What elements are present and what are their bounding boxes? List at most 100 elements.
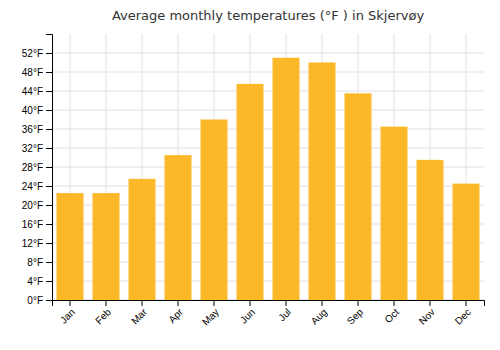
x-axis-line (53, 301, 485, 307)
title: Average monthly temperatures (°F ) in Sk… (112, 8, 425, 23)
y-tick-mark (46, 129, 52, 130)
y-tick-label: 24°F (22, 181, 43, 192)
x-tick: Dec (453, 300, 473, 327)
y-tick: 24°F (22, 181, 52, 192)
bar (309, 63, 336, 301)
y-tick-label: 20°F (22, 200, 43, 211)
y-tick-label: 0°F (27, 295, 43, 306)
x-tick-mark (322, 300, 323, 306)
bar (417, 160, 444, 300)
x-tick: Apr (166, 300, 185, 325)
x-tick-mark (142, 300, 143, 306)
y-tick-mark (46, 243, 52, 244)
x-axis: Jan Feb Mar Apr May Jun Jul Aug Sep Oct Nov Dec (53, 300, 485, 328)
x-tick-mark (394, 300, 395, 306)
y-tick-label: 52°F (22, 48, 43, 59)
y-tick-label: 4°F (27, 276, 43, 287)
x-tick: Jul (276, 300, 293, 323)
y-tick-mark (46, 300, 52, 301)
y-tick-mark (46, 72, 52, 73)
bar (453, 184, 480, 300)
y-tick: 8°F (27, 257, 52, 268)
bar (237, 84, 264, 300)
bar (273, 58, 300, 300)
bar (93, 193, 120, 300)
y-tick: 52°F (22, 48, 52, 59)
x-tick-mark (286, 300, 287, 306)
y-grid-line (52, 148, 484, 149)
y-grid-line (52, 110, 484, 111)
y-tick-label: 40°F (22, 105, 43, 116)
x-tick-mark (466, 300, 467, 306)
x-tick: Nov (417, 300, 437, 327)
y-tick-label: 44°F (22, 86, 43, 97)
y-tick: 4°F (27, 276, 52, 287)
x-tick-label: Feb (93, 306, 113, 326)
y-grid-line (52, 72, 484, 73)
x-tick: Oct (382, 300, 401, 325)
y-tick: 32°F (22, 143, 52, 154)
y-grid-line (52, 91, 484, 92)
y-axis-line (46, 35, 53, 301)
y-tick-mark (46, 262, 52, 263)
y-tick: 28°F (22, 162, 52, 173)
y-tick: 48°F (22, 67, 52, 78)
x-tick-mark (106, 300, 107, 306)
chart: 0°F 4°F 8°F 12°F 16°F 20°F 24°F 28°F 32°F 36°F 40°… (0, 0, 500, 350)
x-tick-label: May (200, 306, 221, 327)
y-tick: 12°F (22, 238, 52, 249)
y-tick: 40°F (22, 105, 52, 116)
y-tick-mark (46, 281, 52, 282)
y-grid-line (52, 53, 484, 54)
bar (381, 127, 408, 300)
x-tick-label: Apr (166, 306, 185, 325)
y-tick-label: 8°F (27, 257, 43, 268)
x-tick: Mar (129, 300, 149, 326)
bar (57, 193, 84, 300)
bar (165, 155, 192, 300)
x-tick: Jan (58, 300, 77, 326)
y-tick-mark (46, 53, 52, 54)
x-tick-label: Dec (453, 306, 473, 326)
y-tick-label: 12°F (22, 238, 43, 249)
x-tick-label: Jul (276, 306, 293, 323)
x-tick: Feb (93, 300, 113, 326)
grid (52, 34, 484, 300)
bar (201, 120, 228, 301)
y-tick-mark (46, 148, 52, 149)
y-tick-label: 16°F (22, 219, 43, 230)
y-tick: 44°F (22, 86, 52, 97)
y-tick: 0°F (27, 295, 52, 306)
x-tick-label: Sep (345, 306, 366, 327)
y-tick: 36°F (22, 124, 52, 135)
y-tick-mark (46, 91, 52, 92)
y-tick-mark (46, 186, 52, 187)
x-tick-label: Nov (417, 306, 437, 326)
x-tick-mark (178, 300, 179, 306)
y-tick-label: 36°F (22, 124, 43, 135)
y-tick-label: 32°F (22, 143, 43, 154)
y-tick-mark (46, 110, 52, 111)
x-tick-mark (358, 300, 359, 306)
x-tick: May (200, 300, 221, 328)
y-tick-label: 48°F (22, 67, 43, 78)
y-axis: 0°F 4°F 8°F 12°F 16°F 20°F 24°F 28°F 32°F 36°F 40°… (22, 35, 53, 306)
y-tick-mark (46, 224, 52, 225)
y-tick-mark (46, 167, 52, 168)
x-tick: Jun (238, 300, 257, 326)
x-tick-label: Aug (309, 306, 329, 326)
x-tick: Aug (309, 300, 329, 327)
x-tick: Sep (345, 300, 366, 327)
x-tick-mark (250, 300, 251, 306)
bar (345, 93, 372, 300)
x-tick-label: Mar (129, 306, 149, 326)
x-tick-label: Jun (238, 306, 257, 325)
x-tick-mark (214, 300, 215, 306)
x-tick-label: Oct (382, 306, 401, 325)
y-tick-label: 28°F (22, 162, 43, 173)
bar (129, 179, 156, 300)
y-tick: 16°F (22, 219, 52, 230)
y-grid-line (52, 129, 484, 130)
y-tick: 20°F (22, 200, 52, 211)
plot-area (57, 58, 480, 300)
